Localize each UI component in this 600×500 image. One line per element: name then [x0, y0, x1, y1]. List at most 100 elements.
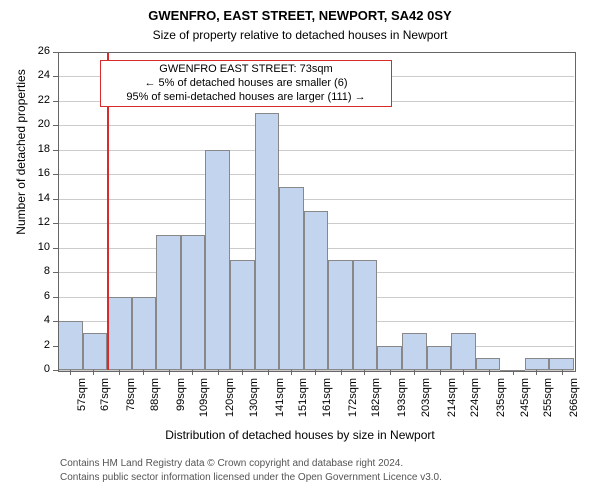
histogram-bar: [353, 260, 378, 370]
y-tick: [53, 370, 58, 371]
x-tick-label: 151sqm: [297, 378, 309, 418]
y-tick-label: 20: [20, 118, 50, 130]
x-tick: [390, 370, 391, 375]
y-tick: [53, 52, 58, 53]
y-tick: [53, 223, 58, 224]
x-tick-label: 235sqm: [495, 378, 507, 418]
y-tick-label: 12: [20, 216, 50, 228]
y-tick-label: 18: [20, 143, 50, 155]
y-tick-label: 10: [20, 241, 50, 253]
x-tick-label: 266sqm: [568, 378, 580, 418]
x-tick: [70, 370, 71, 375]
y-tick-label: 26: [20, 45, 50, 57]
x-tick-label: 88sqm: [149, 378, 161, 418]
gridline: [58, 125, 574, 126]
chart-title-main: GWENFRO, EAST STREET, NEWPORT, SA42 0SY: [0, 8, 600, 23]
y-tick-label: 24: [20, 69, 50, 81]
info-box: GWENFRO EAST STREET: 73sqm ← 5% of detac…: [100, 60, 392, 107]
x-tick: [242, 370, 243, 375]
y-tick: [53, 174, 58, 175]
x-tick: [119, 370, 120, 375]
histogram-bar: [181, 235, 206, 370]
chart-title-sub: Size of property relative to detached ho…: [0, 28, 600, 42]
histogram-bar: [205, 150, 230, 370]
x-tick: [192, 370, 193, 375]
histogram-bar: [107, 297, 132, 370]
x-tick-label: 120sqm: [224, 378, 236, 418]
y-tick: [53, 248, 58, 249]
histogram-bar: [279, 187, 304, 370]
x-axis-label: Distribution of detached houses by size …: [0, 428, 600, 442]
histogram-bar: [328, 260, 353, 370]
histogram-bar: [377, 346, 402, 370]
histogram-bar: [58, 321, 83, 370]
info-box-line1: GWENFRO EAST STREET: 73sqm: [105, 63, 387, 77]
x-tick: [414, 370, 415, 375]
x-tick-label: 161sqm: [321, 378, 333, 418]
x-tick-label: 172sqm: [347, 378, 359, 418]
histogram-bar: [549, 358, 574, 370]
x-tick: [463, 370, 464, 375]
histogram-bar: [156, 235, 181, 370]
x-tick-label: 193sqm: [396, 378, 408, 418]
x-tick-label: 214sqm: [446, 378, 458, 418]
x-tick-label: 109sqm: [198, 378, 210, 418]
x-tick-label: 245sqm: [519, 378, 531, 418]
x-tick: [268, 370, 269, 375]
y-tick-label: 16: [20, 167, 50, 179]
x-tick: [440, 370, 441, 375]
x-tick: [536, 370, 537, 375]
gridline: [58, 150, 574, 151]
x-tick: [489, 370, 490, 375]
x-tick-label: 203sqm: [420, 378, 432, 418]
x-tick-label: 255sqm: [542, 378, 554, 418]
y-tick-label: 14: [20, 192, 50, 204]
y-tick: [53, 199, 58, 200]
histogram-bar: [83, 333, 108, 370]
x-tick: [143, 370, 144, 375]
y-tick: [53, 125, 58, 126]
y-tick: [53, 76, 58, 77]
footer-line1: Contains HM Land Registry data © Crown c…: [60, 458, 403, 469]
histogram-bar: [525, 358, 550, 370]
y-tick: [53, 150, 58, 151]
histogram-bar: [230, 260, 255, 370]
x-tick-label: 130sqm: [248, 378, 260, 418]
histogram-bar: [402, 333, 427, 370]
x-tick-label: 224sqm: [469, 378, 481, 418]
gridline: [58, 52, 574, 53]
y-tick-label: 0: [20, 363, 50, 375]
info-box-line2: ← 5% of detached houses are smaller (6): [105, 77, 387, 91]
x-tick: [93, 370, 94, 375]
y-tick: [53, 297, 58, 298]
y-tick-label: 4: [20, 314, 50, 326]
y-tick: [53, 272, 58, 273]
x-tick: [364, 370, 365, 375]
histogram-bar: [427, 346, 452, 370]
y-tick-label: 22: [20, 94, 50, 106]
x-tick-label: 99sqm: [175, 378, 187, 418]
x-tick: [562, 370, 563, 375]
gridline: [58, 174, 574, 175]
y-tick-label: 8: [20, 265, 50, 277]
x-tick: [315, 370, 316, 375]
histogram-bar: [451, 333, 476, 370]
x-tick: [341, 370, 342, 375]
histogram-bar: [476, 358, 501, 370]
x-tick: [218, 370, 219, 375]
y-tick-label: 2: [20, 339, 50, 351]
info-box-line3: 95% of semi-detached houses are larger (…: [105, 91, 387, 105]
histogram-bar: [255, 113, 280, 370]
x-tick: [169, 370, 170, 375]
x-tick: [291, 370, 292, 375]
x-tick-label: 182sqm: [370, 378, 382, 418]
x-tick-label: 141sqm: [274, 378, 286, 418]
gridline: [58, 199, 574, 200]
footer-line2: Contains public sector information licen…: [60, 472, 442, 483]
x-tick-label: 57sqm: [76, 378, 88, 418]
histogram-bar: [304, 211, 329, 370]
y-tick: [53, 101, 58, 102]
y-tick-label: 6: [20, 290, 50, 302]
gridline: [58, 370, 574, 371]
x-tick-label: 78sqm: [125, 378, 137, 418]
